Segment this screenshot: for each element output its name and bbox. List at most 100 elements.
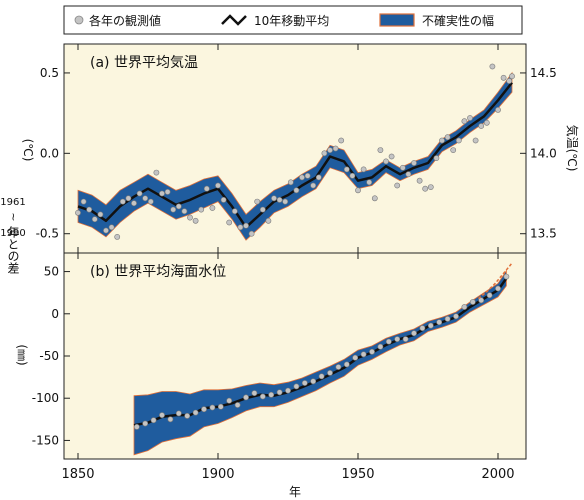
panel-b-y-axis: 50 0 -50 -100 -150 <box>32 265 70 447</box>
observed-point <box>150 417 157 424</box>
observed-point <box>436 319 443 326</box>
observed-point <box>332 145 339 152</box>
observed-point <box>385 338 392 345</box>
observed-point <box>377 343 384 350</box>
observed-point <box>192 217 199 224</box>
observed-point <box>175 410 182 417</box>
observed-point <box>217 403 224 410</box>
observed-point <box>327 369 333 376</box>
left-label-tilde: ~ <box>7 212 20 221</box>
observed-point <box>489 63 496 70</box>
observed-point <box>187 214 193 221</box>
observed-point <box>170 206 177 213</box>
y-tick-label: 0.5 <box>40 66 59 80</box>
observed-point <box>131 200 137 207</box>
observed-point <box>209 404 216 411</box>
observed-point <box>159 412 165 418</box>
observed-point <box>478 297 485 304</box>
observed-point <box>349 172 356 179</box>
observed-point <box>427 322 434 329</box>
observed-point <box>215 182 221 189</box>
observed-point <box>383 158 389 165</box>
observed-point <box>243 394 249 401</box>
observed-point <box>427 184 434 190</box>
observed-point <box>509 73 515 80</box>
observed-point <box>318 373 325 380</box>
x-tick-label: 1900 <box>201 467 234 482</box>
y-tick-label: -50 <box>39 349 59 363</box>
x-tick-label: 1950 <box>341 467 374 482</box>
legend: 各年の観測値 10年移動平均 不確実性の幅 <box>63 5 523 35</box>
observed-point <box>461 304 468 310</box>
legend-frame <box>63 5 523 35</box>
observed-point <box>355 187 361 194</box>
observed-point <box>259 206 266 213</box>
observed-point <box>503 273 510 280</box>
y-tick-label: -0.5 <box>36 227 59 241</box>
observed-point <box>335 364 342 370</box>
observed-point <box>394 336 401 342</box>
observed-point <box>147 198 154 205</box>
observed-point <box>455 137 462 144</box>
observed-point <box>388 153 395 160</box>
observed-point <box>192 409 199 416</box>
observed-point <box>75 209 81 216</box>
observed-point <box>369 348 375 355</box>
observed-point <box>293 383 300 390</box>
observed-point <box>450 147 457 153</box>
left-label-rest: 年との差 <box>6 226 20 274</box>
shared-left-label: 1961 ~ 1990 年との差 <box>0 197 25 274</box>
legend-moving-average-label: 10年移動平均 <box>254 14 329 28</box>
observed-point <box>209 205 216 211</box>
observed-point <box>265 217 272 224</box>
y2-tick-label: 14.0 <box>530 146 557 160</box>
observed-point <box>301 380 308 386</box>
observed-point <box>142 420 149 427</box>
observed-point <box>164 188 171 195</box>
observed-point <box>226 219 233 226</box>
observed-point <box>276 196 283 203</box>
observed-point <box>287 179 294 186</box>
legend-moving-average-marker <box>221 14 247 26</box>
observed-point <box>271 195 277 202</box>
observed-point <box>243 222 249 229</box>
observed-point <box>234 402 241 408</box>
observed-point <box>142 195 149 202</box>
y-tick-label: 0 <box>51 307 59 321</box>
observed-point <box>495 285 501 292</box>
observed-point <box>201 406 207 413</box>
observed-point <box>453 313 459 320</box>
observed-point <box>433 155 440 161</box>
panel-a: (a) 世界平均気温 -0.5 0.0 0.5 13.5 14.0 14.5 (℃) 気… <box>21 43 580 254</box>
observed-point <box>304 172 311 179</box>
observed-point <box>159 190 165 197</box>
observed-point <box>220 196 227 203</box>
observed-point <box>343 166 350 173</box>
observed-point <box>444 315 451 322</box>
observed-point <box>444 134 451 141</box>
observed-point <box>285 387 291 394</box>
observed-point <box>299 174 305 181</box>
observed-point <box>394 182 401 189</box>
legend-uncertainty-marker <box>379 13 415 27</box>
panel-a-title: (a) 世界平均気温 <box>90 55 198 71</box>
observed-point <box>80 198 87 205</box>
observed-point <box>108 224 115 231</box>
legend-uncertainty-label: 不確実性の幅 <box>422 13 494 28</box>
observed-point <box>231 208 238 215</box>
uncertainty-band <box>133 269 507 456</box>
observed-point <box>184 412 191 419</box>
observed-point <box>293 187 300 194</box>
uncertainty-band <box>77 71 513 241</box>
y-tick-label: 50 <box>44 265 59 279</box>
observed-point <box>268 391 275 398</box>
observed-point <box>254 198 261 205</box>
y2-tick-label: 13.5 <box>530 227 557 241</box>
panel-b: (b) 世界平均海面水位 50 0 -50 -100 -150 (㎜) <box>15 252 527 460</box>
panel-b-title: (b) 世界平均海面水位 <box>90 264 226 280</box>
observed-point <box>467 115 473 121</box>
observed-point <box>203 185 210 192</box>
panel-a-left-unit: (℃) <box>21 139 35 162</box>
panel-b-plot-area <box>133 262 513 456</box>
